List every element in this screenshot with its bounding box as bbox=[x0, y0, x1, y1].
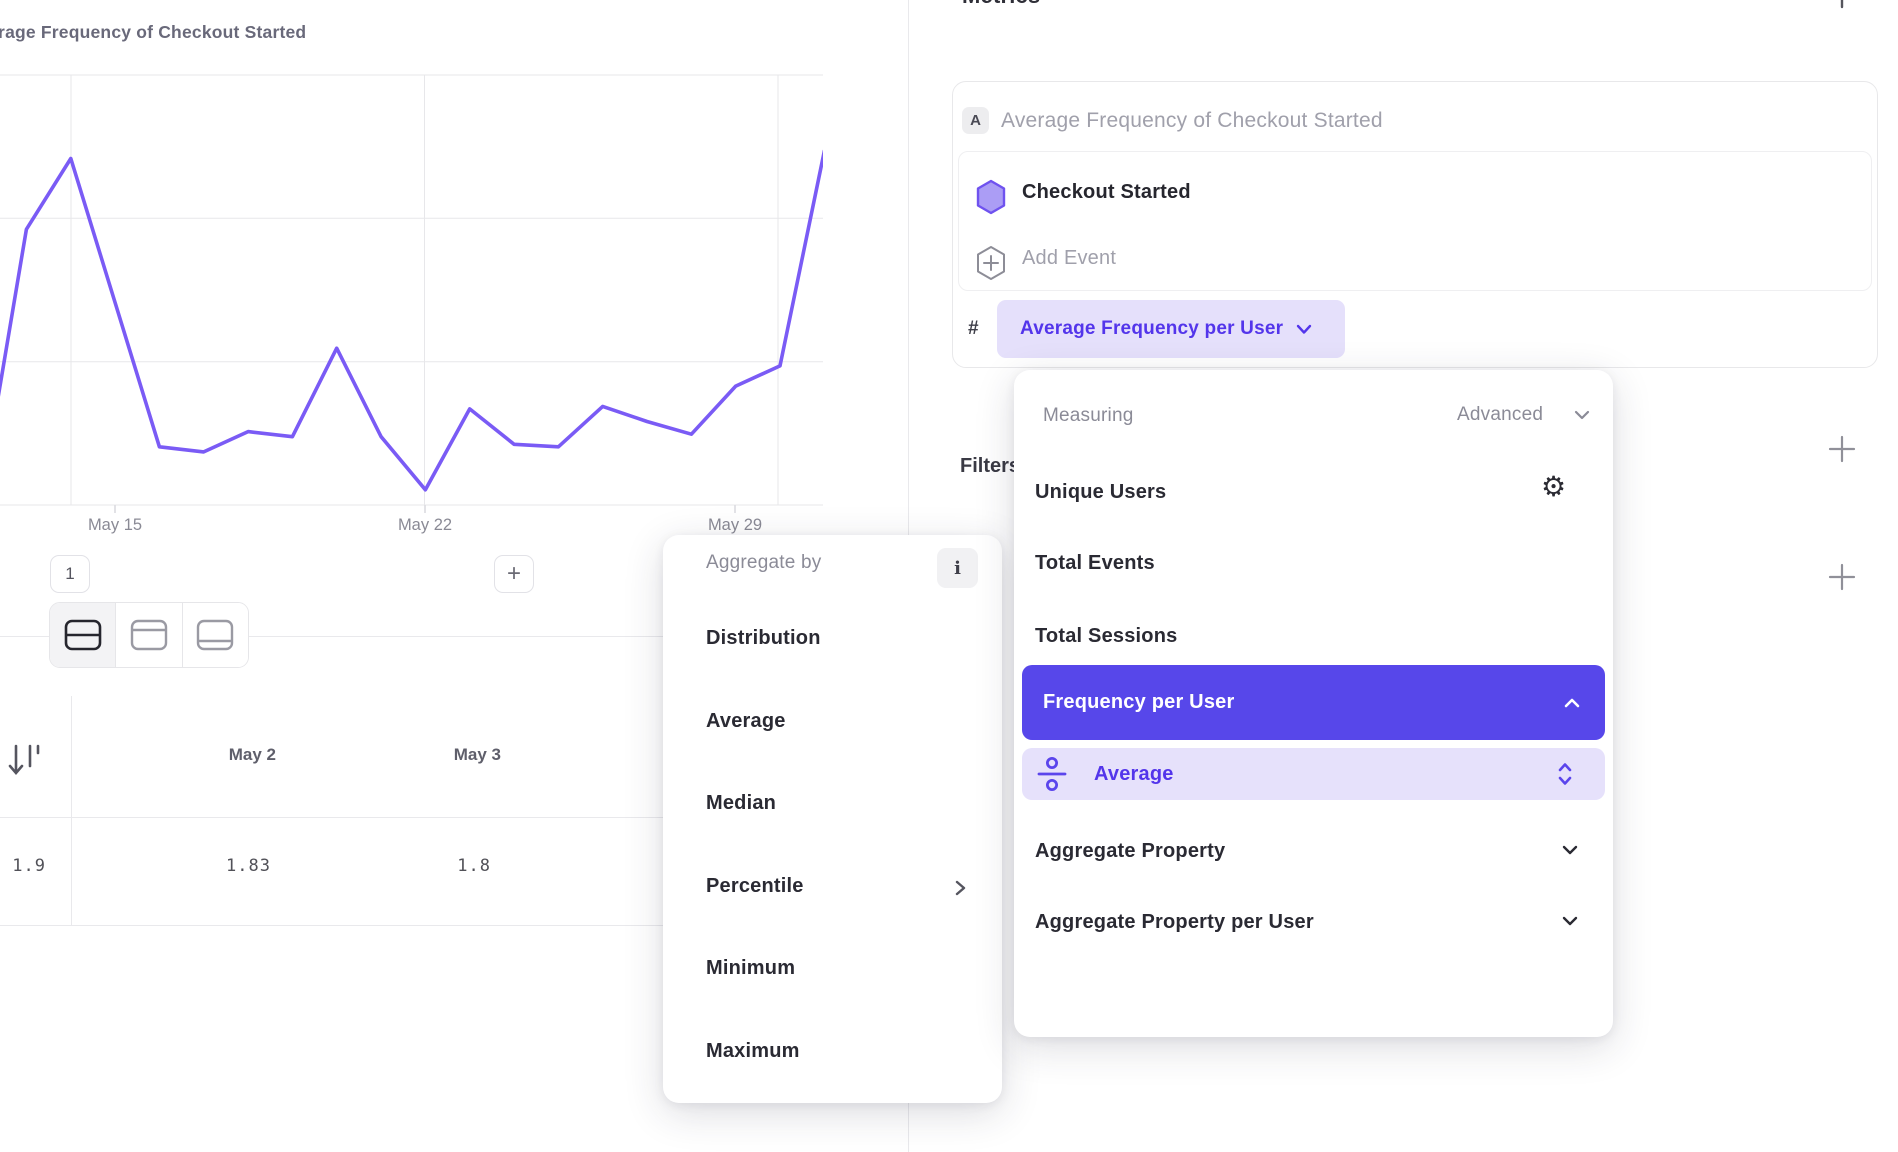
table-value-first: 1.9 bbox=[12, 856, 46, 876]
table-header-border bbox=[0, 817, 908, 818]
metric-letter-badge: A bbox=[962, 107, 989, 134]
measurement-dropdown-label: Average Frequency per User bbox=[1020, 318, 1284, 339]
menu-item-frequency-average[interactable]: Average bbox=[1022, 748, 1605, 800]
measuring-header: Measuring bbox=[1043, 405, 1134, 426]
aggregate-by-header: Aggregate by bbox=[706, 552, 822, 573]
menu-item-unique-users[interactable]: Unique Users bbox=[1035, 481, 1167, 503]
split-horizontal-icon bbox=[64, 619, 101, 651]
aggregate-by-menu bbox=[663, 535, 1002, 1103]
x-tick-may22: May 22 bbox=[397, 516, 453, 534]
menu-item-frequency-per-user-selected[interactable]: Frequency per User bbox=[1022, 665, 1605, 740]
chevron-down-icon bbox=[1561, 843, 1579, 862]
table-column-separator bbox=[71, 696, 72, 925]
gridlines-horizontal bbox=[0, 74, 823, 506]
add-series-button[interactable]: + bbox=[494, 555, 534, 593]
info-icon[interactable]: i bbox=[937, 548, 978, 588]
x-tick-may15: May 15 bbox=[87, 516, 143, 534]
series-line bbox=[0, 149, 823, 492]
table-header-may3[interactable]: May 3 bbox=[453, 745, 501, 764]
frequency-per-user-label: Frequency per User bbox=[1043, 691, 1235, 713]
layout-panel-bottom-button[interactable] bbox=[181, 603, 248, 667]
chevron-right-icon bbox=[953, 878, 967, 903]
menu-item-total-events[interactable]: Total Events bbox=[1035, 552, 1155, 574]
series-number-chip[interactable]: 1 bbox=[50, 555, 90, 593]
add-metric-button[interactable] bbox=[1826, 0, 1858, 15]
panel-bottom-icon bbox=[197, 619, 234, 651]
menu-item-distribution[interactable]: Distribution bbox=[706, 627, 821, 649]
event-list-card bbox=[958, 151, 1872, 291]
numeric-hash-icon: # bbox=[968, 318, 979, 339]
chevron-down-icon bbox=[1561, 914, 1579, 933]
add-filter-button[interactable] bbox=[1826, 433, 1858, 470]
layout-split-horizontal-button[interactable] bbox=[50, 603, 116, 667]
menu-item-aggregate-property[interactable]: Aggregate Property bbox=[1035, 840, 1226, 862]
table-row-border bbox=[0, 925, 908, 926]
line-chart[interactable] bbox=[0, 0, 908, 560]
select-updown-icon bbox=[1558, 763, 1572, 785]
advanced-dropdown[interactable]: Advanced bbox=[1457, 404, 1544, 425]
chevron-down-icon bbox=[1297, 324, 1312, 334]
chevron-up-icon bbox=[1564, 698, 1580, 707]
add-event-icon[interactable] bbox=[975, 245, 1007, 286]
x-tick-may29: May 29 bbox=[707, 516, 763, 534]
panel-top-icon bbox=[130, 619, 168, 651]
measurement-dropdown[interactable]: Average Frequency per User bbox=[997, 300, 1345, 358]
table-header-may2[interactable]: May 2 bbox=[228, 745, 276, 764]
menu-item-total-sessions[interactable]: Total Sessions bbox=[1035, 625, 1178, 647]
x-axis-ticks bbox=[114, 505, 736, 513]
gridlines-vertical bbox=[70, 75, 779, 505]
table-value-may3: 1.8 bbox=[457, 856, 491, 876]
add-breakdown-button[interactable] bbox=[1826, 561, 1858, 598]
menu-item-average[interactable]: Average bbox=[706, 710, 786, 732]
add-event-button[interactable]: Add Event bbox=[1022, 247, 1117, 269]
menu-item-aggregate-property-per-user[interactable]: Aggregate Property per User bbox=[1035, 911, 1314, 933]
frequency-average-label: Average bbox=[1094, 762, 1174, 785]
event-row-checkout-started[interactable]: Checkout Started bbox=[1022, 181, 1191, 203]
menu-item-maximum[interactable]: Maximum bbox=[706, 1040, 800, 1062]
menu-item-median[interactable]: Median bbox=[706, 792, 777, 814]
event-hexagon-icon bbox=[975, 179, 1007, 220]
gear-icon[interactable]: ⚙︎ bbox=[1541, 471, 1567, 502]
filters-section-heading: Filters bbox=[960, 455, 1021, 477]
layout-panel-top-button[interactable] bbox=[115, 603, 182, 667]
table-value-may2: 1.83 bbox=[226, 856, 271, 876]
metric-name[interactable]: Average Frequency of Checkout Started bbox=[1001, 109, 1383, 132]
chart-title: Average Frequency of Checkout Started bbox=[0, 22, 307, 42]
section-divider bbox=[0, 636, 908, 637]
table-layout-toggle bbox=[49, 602, 249, 668]
divide-icon bbox=[1037, 757, 1067, 791]
sort-descending-icon[interactable] bbox=[8, 740, 42, 785]
menu-item-minimum[interactable]: Minimum bbox=[706, 957, 796, 979]
menu-item-percentile[interactable]: Percentile bbox=[706, 875, 804, 897]
chevron-down-icon bbox=[1573, 408, 1591, 427]
metrics-section-heading: Metrics bbox=[962, 0, 1040, 9]
